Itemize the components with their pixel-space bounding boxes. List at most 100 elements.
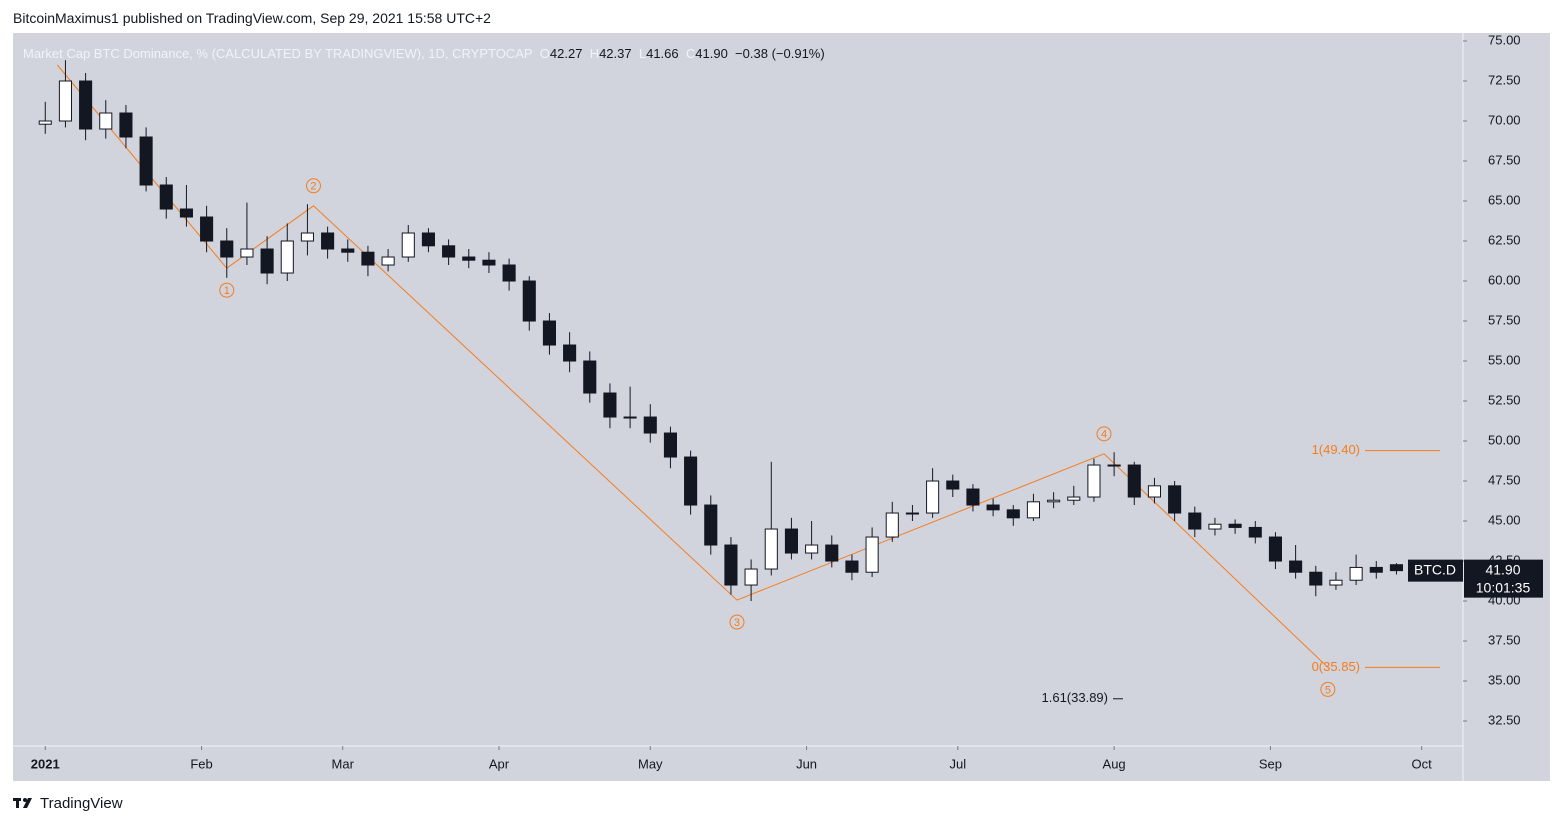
- candle-body: [926, 480, 940, 514]
- candle-body: [38, 120, 52, 125]
- wave-marker: [219, 282, 235, 298]
- candle-body: [684, 456, 698, 506]
- candle-body: [623, 416, 637, 419]
- candle-body: [482, 259, 496, 266]
- legend-title: Market Cap BTC Dominance, % (CALCULATED …: [23, 46, 533, 61]
- candle-body: [119, 112, 133, 138]
- x-tick-label: Apr: [489, 756, 510, 771]
- x-tick-label: Oct: [1412, 756, 1433, 771]
- wave-marker: [729, 614, 745, 630]
- candle-body: [99, 112, 113, 130]
- candle-body: [905, 512, 919, 515]
- candle-body: [946, 480, 960, 490]
- candle-body: [1147, 485, 1161, 498]
- legend-letter: C: [685, 46, 696, 61]
- candle-body: [825, 544, 839, 562]
- candle-body: [663, 432, 677, 458]
- fib-label: 0(35.85): [1312, 659, 1360, 674]
- candle-body: [1168, 485, 1182, 514]
- candle-body: [1107, 464, 1121, 467]
- x-tick-label: 2021: [31, 756, 60, 771]
- candle-body: [321, 232, 335, 250]
- candle-body: [542, 320, 556, 346]
- fib-label: 1.61(33.89): [1042, 690, 1109, 705]
- candle-body: [603, 392, 617, 418]
- legend-letter: H: [589, 46, 600, 61]
- candle-body: [1369, 566, 1383, 573]
- candle-body: [966, 488, 980, 506]
- candle-body: [885, 512, 899, 538]
- candle-body: [986, 504, 1000, 511]
- x-tick-label: Mar: [332, 756, 355, 771]
- wave-marker: [1096, 426, 1112, 442]
- legend-close: 41.90: [695, 46, 728, 61]
- candle-body: [220, 240, 234, 258]
- legend: Market Cap BTC Dominance, % (CALCULATED …: [23, 46, 825, 61]
- legend-high: 42.37: [599, 46, 632, 61]
- x-tick-label: Sep: [1259, 756, 1282, 771]
- candle-body: [1067, 496, 1081, 501]
- candle-body: [784, 528, 798, 554]
- y-tick-label: 47.50: [1488, 472, 1521, 487]
- y-tick-label: 55.00: [1488, 352, 1521, 367]
- candle-body: [563, 344, 577, 362]
- y-tick-label: 67.50: [1488, 152, 1521, 167]
- candle-body: [1026, 501, 1040, 519]
- candle-body: [1349, 566, 1363, 581]
- candle-body: [1127, 464, 1141, 498]
- y-tick-label: 60.00: [1488, 272, 1521, 287]
- candle-body: [280, 240, 294, 274]
- candle-body: [865, 536, 879, 573]
- x-axis-background: [13, 746, 1463, 781]
- candle-body: [805, 544, 819, 554]
- candle-body: [724, 544, 738, 586]
- y-tick-label: 37.50: [1488, 632, 1521, 647]
- x-tick-label: Jun: [796, 756, 817, 771]
- candle-body: [643, 416, 657, 434]
- wave-label: 5: [1325, 684, 1331, 696]
- candle-body: [462, 256, 476, 261]
- candle-body: [341, 248, 355, 253]
- y-tick-label: 50.00: [1488, 432, 1521, 447]
- y-tick-label: 65.00: [1488, 192, 1521, 207]
- fib-label: 1(49.40): [1312, 442, 1360, 457]
- candle-body: [58, 80, 72, 122]
- candle-body: [1389, 564, 1403, 572]
- y-tick-label: 35.00: [1488, 672, 1521, 687]
- wave-label: 4: [1101, 429, 1107, 441]
- candle-body: [240, 248, 254, 258]
- x-tick-label: Feb: [190, 756, 212, 771]
- candle-body: [79, 80, 93, 130]
- wave-marker: [1320, 681, 1336, 697]
- wave-label: 3: [734, 617, 740, 629]
- candle-body: [139, 136, 153, 186]
- x-tick-label: May: [638, 756, 663, 771]
- y-tick-label: 75.00: [1488, 32, 1521, 47]
- legend-letter: O: [539, 46, 550, 61]
- candle-body: [159, 184, 173, 210]
- candle-body: [1208, 523, 1222, 530]
- y-axis-background: [1463, 33, 1550, 781]
- candle-body: [1047, 499, 1061, 503]
- x-tick-label: Aug: [1103, 756, 1126, 771]
- candle-body: [1268, 536, 1282, 562]
- candle-body: [1248, 526, 1262, 538]
- y-tick-label: 70.00: [1488, 112, 1521, 127]
- candle-body: [179, 208, 193, 218]
- legend-open: 42.27: [549, 46, 583, 61]
- candle-body: [764, 528, 778, 570]
- candle-body: [583, 360, 597, 394]
- candle-body: [1329, 579, 1343, 586]
- y-tick-label: 62.50: [1488, 232, 1521, 247]
- legend-change: −0.38: [735, 46, 768, 61]
- legend-change-pct: (−0.91%): [771, 46, 825, 61]
- symbol-tag: [1408, 559, 1463, 582]
- candle-body: [361, 251, 375, 266]
- candle-body: [442, 245, 456, 258]
- candle-body: [845, 560, 859, 573]
- plot-background: [13, 33, 1463, 746]
- symbol-tag-label: BTC.D: [1414, 561, 1456, 577]
- y-tick-label: 45.00: [1488, 512, 1521, 527]
